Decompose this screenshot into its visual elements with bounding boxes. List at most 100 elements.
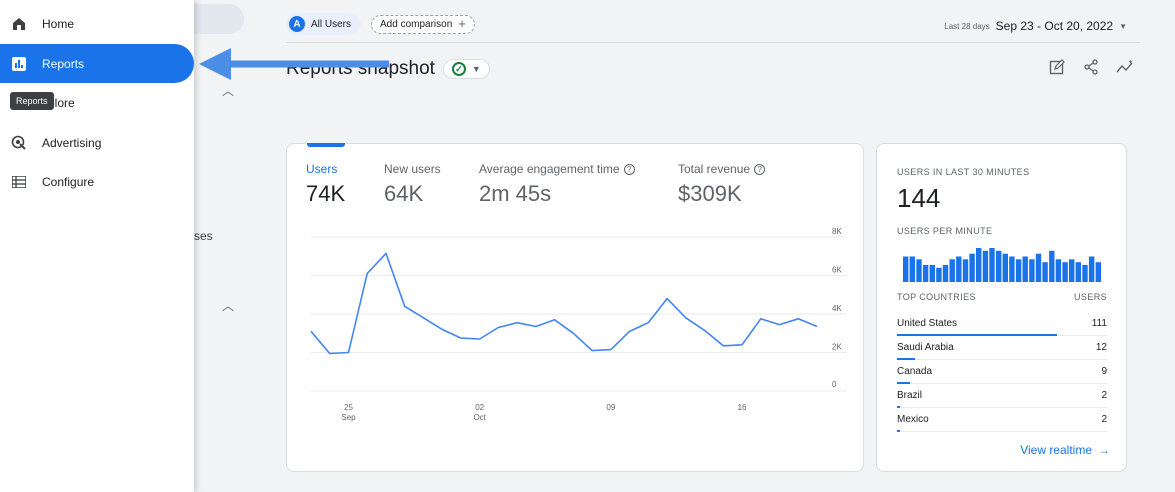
country-row: Canada 9 — [897, 360, 1107, 384]
realtime-card: USERS IN LAST 30 MINUTES 144 USERS PER M… — [876, 143, 1127, 472]
realtime-value: 144 — [897, 183, 941, 213]
country-share-bar — [897, 406, 901, 408]
users-per-minute-chart — [903, 248, 1101, 282]
nav-item-label: plore — [48, 95, 75, 110]
metric-label: Users — [306, 162, 338, 176]
per-minute-bar — [942, 265, 949, 282]
date-range-picker[interactable]: Last 28 days Sep 23 - Oct 20, 2022 ▼ — [944, 19, 1127, 33]
advertising-icon — [11, 135, 27, 151]
x-tick-label: 02 — [475, 403, 484, 412]
country-share-bar — [897, 382, 910, 384]
countries-header: TOP COUNTRIES USERS — [897, 292, 1107, 302]
reports-icon — [11, 56, 27, 72]
country-users: 2 — [1101, 414, 1107, 425]
per-minute-bar — [1022, 256, 1028, 282]
users-series-line — [310, 252, 818, 355]
help-icon[interactable]: ? — [623, 163, 635, 175]
arrow-right-icon: → — [1098, 443, 1110, 457]
add-comparison-label: Add comparison — [380, 18, 453, 30]
x-tick-label: 25 — [344, 403, 353, 412]
date-range-prefix: Last 28 days — [944, 21, 990, 31]
search-bar[interactable] — [194, 4, 244, 34]
per-minute-bar — [1042, 262, 1048, 282]
per-minute-label: USERS PER MINUTE — [897, 226, 993, 236]
country-users: 111 — [1091, 318, 1107, 329]
country-row: Brazil 2 — [897, 384, 1107, 408]
header-divider — [286, 42, 1140, 43]
help-icon[interactable]: ? — [754, 163, 766, 175]
collapse-chevron-icon[interactable]: ︿ — [222, 84, 235, 98]
y-tick-label: 4K — [832, 304, 842, 313]
active-tab-indicator — [307, 143, 345, 147]
nav-item-advertising[interactable]: Advertising — [0, 123, 194, 162]
per-minute-bar — [1009, 256, 1015, 282]
metric-users[interactable]: Users 74K — [306, 162, 345, 207]
nav-item-label: Advertising — [42, 135, 102, 150]
per-minute-bar — [1015, 259, 1022, 282]
segment-chip[interactable]: A All Users — [286, 13, 362, 35]
country-name: Saudi Arabia — [897, 342, 954, 353]
home-icon — [11, 16, 27, 32]
per-minute-bar — [903, 256, 909, 282]
metric-label: Average engagement time — [479, 162, 620, 176]
add-comparison-button[interactable]: Add comparison + — [371, 14, 475, 34]
plus-icon: + — [458, 16, 466, 31]
per-minute-bar — [1075, 262, 1081, 282]
country-name: Mexico — [897, 414, 929, 425]
nav-item-label: Reports — [42, 56, 85, 71]
view-realtime-link[interactable]: View realtime → — [1020, 443, 1110, 457]
per-minute-bar — [1082, 265, 1088, 282]
per-minute-bar — [1049, 250, 1055, 282]
partial-nav-text: ses — [194, 229, 213, 243]
country-row: Mexico 2 — [897, 408, 1107, 432]
metric-new-users[interactable]: New users 64K — [384, 162, 441, 207]
country-users: 9 — [1101, 366, 1107, 377]
per-minute-bar — [956, 256, 962, 282]
svg-text:✦: ✦ — [1128, 59, 1133, 66]
metric-label: New users — [384, 162, 441, 176]
x-tick-label: 16 — [738, 403, 747, 412]
view-realtime-label: View realtime — [1020, 443, 1092, 457]
per-minute-bar — [1088, 256, 1095, 282]
status-chip[interactable]: ✓ ▼ — [442, 59, 490, 79]
metric-total-revenue[interactable]: Total revenue? $309K — [678, 162, 766, 207]
edit-report-icon[interactable] — [1047, 57, 1067, 77]
country-row: Saudi Arabia 12 — [897, 336, 1107, 360]
country-name: United States — [897, 318, 958, 329]
country-users: 2 — [1101, 390, 1107, 401]
top-countries-list: United States 111 Saudi Arabia 12 Canada… — [897, 312, 1107, 432]
nav-item-configure[interactable]: Configure — [0, 162, 194, 201]
metric-avg-engagement[interactable]: Average engagement time? 2m 45s — [479, 162, 635, 207]
toolbar: ✦ — [1047, 57, 1135, 77]
collapse-chevron-icon[interactable]: ︿ — [222, 299, 235, 313]
per-minute-bar — [1029, 259, 1035, 282]
nav-item-reports[interactable]: Reports — [0, 44, 194, 83]
y-tick-label: 6K — [832, 266, 842, 275]
per-minute-bar — [976, 248, 982, 282]
country-name: Canada — [897, 366, 933, 377]
reports-tooltip: Reports — [10, 92, 54, 110]
nav-item-label: Configure — [42, 174, 95, 189]
country-share-bar — [897, 358, 915, 360]
segment-label: All Users — [311, 18, 352, 30]
y-tick-label: 0 — [832, 380, 837, 389]
per-minute-bar — [922, 265, 929, 282]
country-name: Brazil — [897, 390, 923, 401]
per-minute-bar — [1035, 253, 1042, 282]
metric-value: 64K — [384, 181, 424, 206]
per-minute-bar — [969, 253, 975, 282]
nav-item-explore[interactable]: plore — [0, 83, 194, 122]
per-minute-bar — [1095, 262, 1101, 282]
annotation-arrow — [199, 48, 389, 80]
caret-down-icon: ▼ — [471, 64, 481, 74]
metric-value: 2m 45s — [479, 181, 552, 206]
insights-icon[interactable]: ✦ — [1115, 57, 1135, 77]
segment-avatar: A — [289, 16, 305, 32]
per-minute-bar — [996, 250, 1002, 282]
per-minute-bar — [1002, 253, 1008, 282]
overview-card: Users 74K New users 64K Average engageme… — [286, 143, 864, 472]
nav-item-home[interactable]: Home — [0, 4, 194, 43]
x-tick-label: 09 — [606, 403, 615, 412]
share-icon[interactable] — [1081, 57, 1101, 77]
per-minute-bar — [1062, 262, 1068, 282]
